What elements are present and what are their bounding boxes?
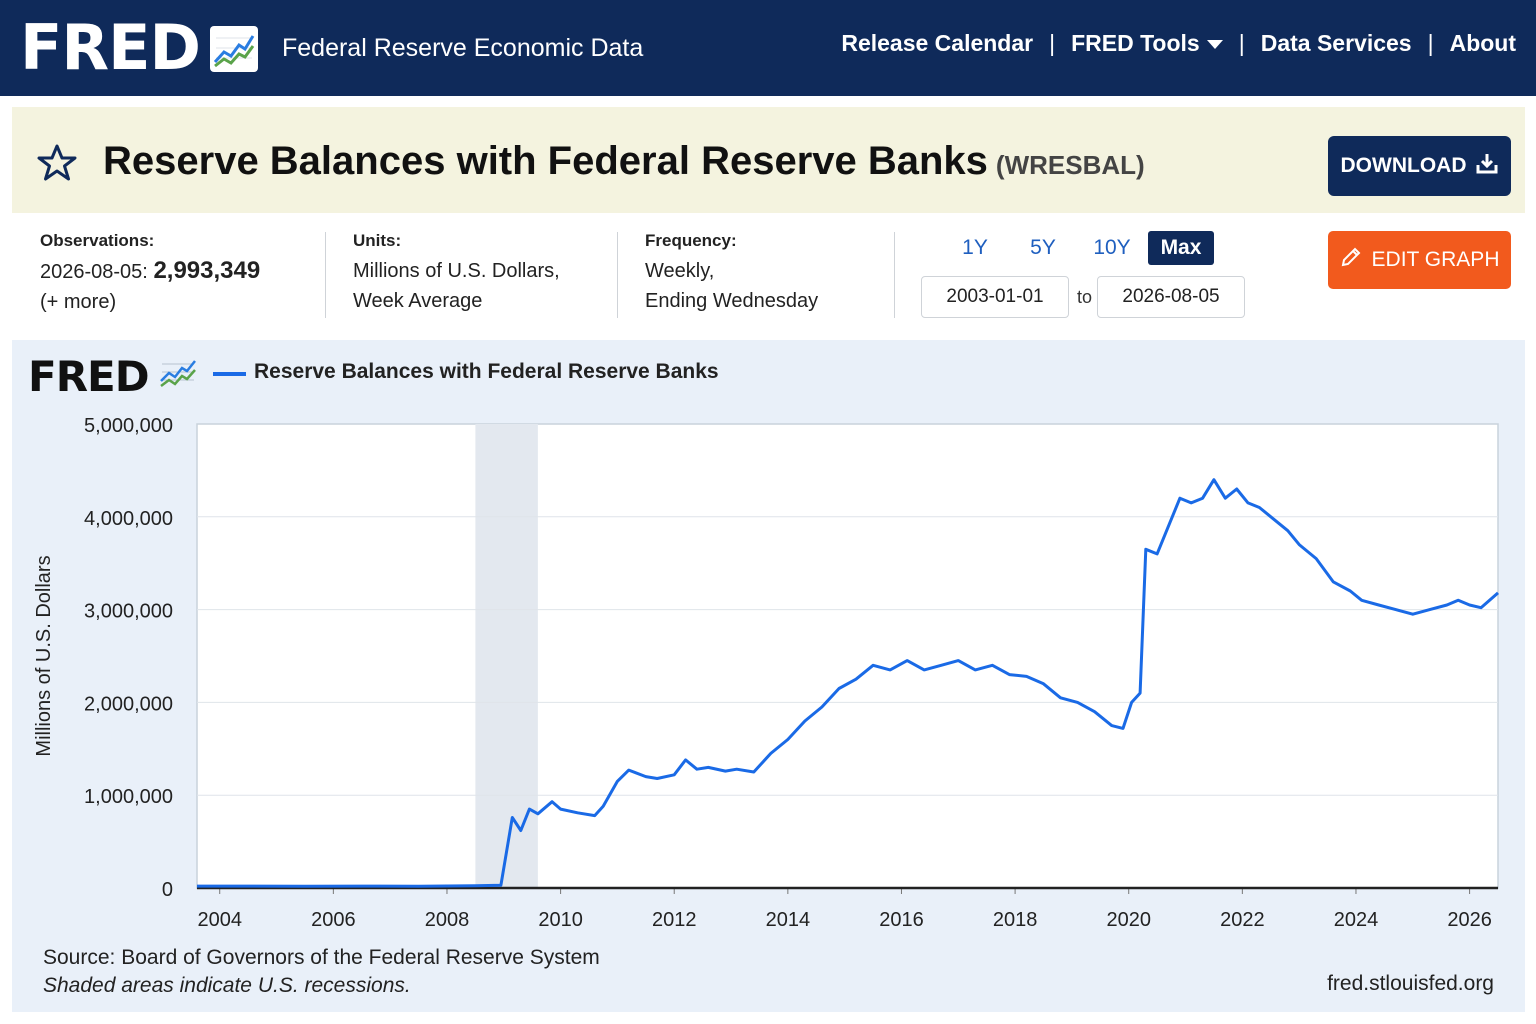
observations-block: Observations: 2026-08-05: 2,993,349 (+ m… xyxy=(40,230,260,317)
y-axis-title: Millions of U.S. Dollars xyxy=(33,555,55,756)
star-icon[interactable] xyxy=(36,143,78,188)
range-max-button[interactable]: Max xyxy=(1148,231,1214,265)
units-line1: Millions of U.S. Dollars, xyxy=(353,260,560,282)
frequency-label: Frequency: xyxy=(645,231,737,250)
x-tick-label: 2014 xyxy=(766,909,811,931)
graph-fred-logo: FRED xyxy=(28,352,150,401)
source-text: Source: Board of Governors of the Federa… xyxy=(43,946,600,969)
source-note: Source: Board of Governors of the Federa… xyxy=(43,944,600,1000)
series-title-banner: Reserve Balances with Federal Reserve Ba… xyxy=(12,107,1525,213)
observation-date: 2026-08-05: xyxy=(40,261,148,283)
observation-value: 2,993,349 xyxy=(153,257,261,284)
x-tick-label: 2016 xyxy=(879,909,924,931)
range-1y-button[interactable]: 1Y xyxy=(962,236,988,259)
fred-chart-icon[interactable] xyxy=(210,26,258,72)
nav-separator: | xyxy=(1427,30,1434,56)
nav-data-services[interactable]: Data Services xyxy=(1260,30,1412,56)
x-tick-label: 2026 xyxy=(1447,909,1492,931)
meta-divider xyxy=(325,232,326,318)
series-title-text: Reserve Balances with Federal Reserve Ba… xyxy=(103,139,988,183)
nav-separator: | xyxy=(1238,30,1245,56)
x-tick-label: 2008 xyxy=(425,909,470,931)
units-block: Units: Millions of U.S. Dollars, Week Av… xyxy=(353,230,560,316)
download-label: DOWNLOAD xyxy=(1340,154,1467,177)
y-tick-label: 4,000,000 xyxy=(84,508,173,530)
recession-note: Shaded areas indicate U.S. recessions. xyxy=(43,974,411,997)
y-tick-label: 3,000,000 xyxy=(84,601,173,623)
units-line2: Week Average xyxy=(353,290,483,312)
units-label: Units: xyxy=(353,231,402,250)
nav-fred-tools-label: FRED Tools xyxy=(1071,30,1200,56)
end-date-input[interactable]: 2026-08-05 xyxy=(1097,276,1245,318)
series-title: Reserve Balances with Federal Reserve Ba… xyxy=(103,139,1145,184)
x-tick-label: 2010 xyxy=(538,909,583,931)
observations-label: Observations: xyxy=(40,231,155,250)
graph-fred-chart-icon xyxy=(158,355,198,394)
frequency-line2: Ending Wednesday xyxy=(645,290,819,312)
download-button[interactable]: DOWNLOAD xyxy=(1328,136,1511,196)
range-5y-button[interactable]: 5Y xyxy=(1030,236,1056,259)
edit-graph-button[interactable]: EDIT GRAPH xyxy=(1328,231,1511,289)
x-tick-label: 2006 xyxy=(311,909,356,931)
top-navigation-bar: FRED Federal Reserve Economic Data Relea… xyxy=(0,0,1536,96)
x-tick-label: 2018 xyxy=(993,909,1038,931)
legend-series-swatch xyxy=(213,372,246,376)
x-tick-label: 2004 xyxy=(197,909,242,931)
meta-divider xyxy=(617,232,618,318)
series-line-reserve-balances xyxy=(197,478,1499,888)
x-tick-label: 2022 xyxy=(1220,909,1265,931)
nav-about[interactable]: About xyxy=(1449,30,1516,56)
date-range-to-label: to xyxy=(1077,287,1093,307)
graph-panel: FRED Reserve Balances with Federal Reser… xyxy=(12,340,1525,1012)
y-tick-label: 5,000,000 xyxy=(84,415,173,437)
download-icon xyxy=(1476,152,1498,180)
series-id: (WRESBAL) xyxy=(995,150,1145,180)
edit-graph-label: EDIT GRAPH xyxy=(1371,248,1500,271)
y-tick-label: 1,000,000 xyxy=(84,786,173,808)
y-tick-label: 0 xyxy=(162,879,173,901)
frequency-block: Frequency: Weekly, Ending Wednesday xyxy=(645,230,818,316)
plot-area xyxy=(196,423,1499,889)
frequency-line1: Weekly, xyxy=(645,260,715,282)
nav-release-calendar[interactable]: Release Calendar xyxy=(841,30,1034,56)
meta-divider xyxy=(894,232,895,318)
x-tick-label: 2020 xyxy=(1106,909,1151,931)
x-tick-label: 2024 xyxy=(1334,909,1379,931)
x-tick-label: 2012 xyxy=(652,909,697,931)
start-date-input[interactable]: 2003-01-01 xyxy=(921,276,1069,318)
pencil-icon xyxy=(1340,246,1362,274)
range-10y-button[interactable]: 10Y xyxy=(1093,236,1131,259)
fred-logo[interactable]: FRED xyxy=(20,11,201,84)
nav-fred-tools[interactable]: FRED Tools xyxy=(1071,30,1223,57)
reserve-balances-chart[interactable]: 0 1,000,000 2,000,000 3,000,000 4,000,000 5,0… xyxy=(12,340,1525,940)
site-tagline: Federal Reserve Economic Data xyxy=(282,34,644,62)
fred-url[interactable]: fred.stlouisfed.org xyxy=(1327,972,1494,995)
legend-series-label[interactable]: Reserve Balances with Federal Reserve Ba… xyxy=(254,360,719,383)
recession-shading xyxy=(475,424,538,888)
caret-down-icon xyxy=(1206,40,1223,50)
main-nav: Release Calendar | FRED Tools | Data Ser… xyxy=(841,30,1516,57)
y-tick-label: 2,000,000 xyxy=(84,693,173,715)
more-observations-link[interactable]: (+ more) xyxy=(40,291,117,313)
nav-separator: | xyxy=(1049,30,1056,56)
